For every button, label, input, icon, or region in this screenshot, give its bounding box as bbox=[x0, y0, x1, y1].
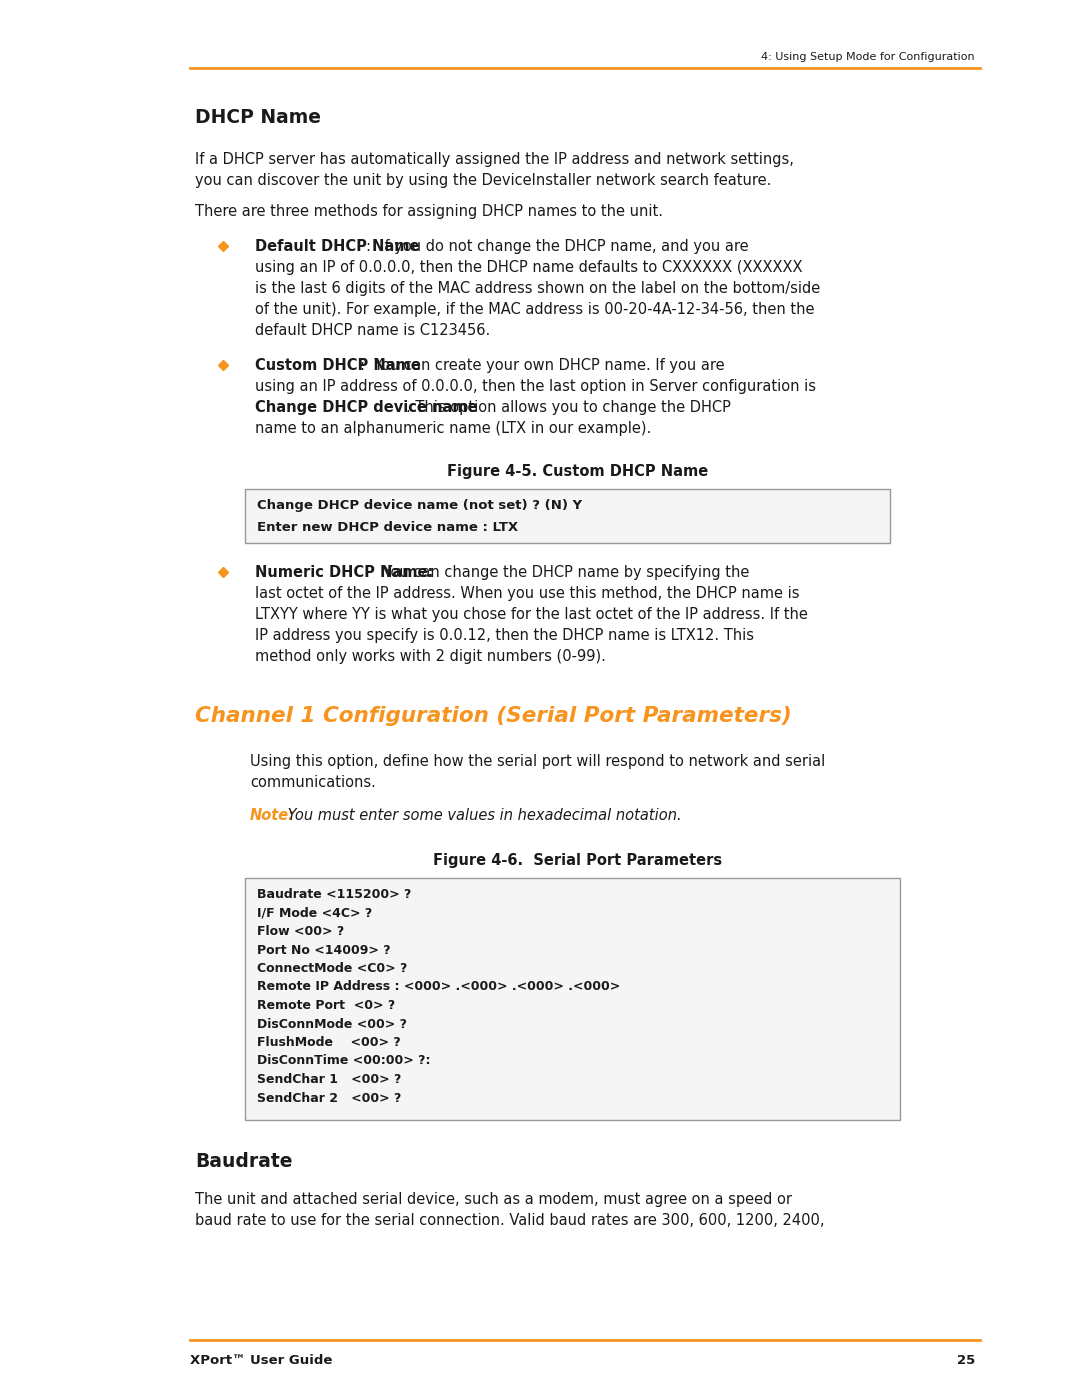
Text: of the unit). For example, if the MAC address is 00-20-4A-12-34-56, then the: of the unit). For example, if the MAC ad… bbox=[255, 302, 814, 317]
Text: baud rate to use for the serial connection. Valid baud rates are 300, 600, 1200,: baud rate to use for the serial connecti… bbox=[195, 1213, 824, 1228]
Text: last octet of the IP address. When you use this method, the DHCP name is: last octet of the IP address. When you u… bbox=[255, 585, 799, 601]
Text: DisConnMode <00> ?: DisConnMode <00> ? bbox=[257, 1017, 407, 1031]
Text: method only works with 2 digit numbers (0-99).: method only works with 2 digit numbers (… bbox=[255, 650, 606, 664]
Text: Note:: Note: bbox=[249, 807, 295, 823]
Text: ConnectMode <C0> ?: ConnectMode <C0> ? bbox=[257, 963, 407, 975]
Text: There are three methods for assigning DHCP names to the unit.: There are three methods for assigning DH… bbox=[195, 204, 663, 219]
FancyBboxPatch shape bbox=[245, 877, 900, 1120]
Text: XPort™ User Guide: XPort™ User Guide bbox=[190, 1354, 333, 1368]
Text: Custom DHCP Name: Custom DHCP Name bbox=[255, 358, 421, 373]
Text: SendChar 1   <00> ?: SendChar 1 <00> ? bbox=[257, 1073, 402, 1085]
Text: Baudrate: Baudrate bbox=[195, 1153, 293, 1171]
Text: You can change the DHCP name by specifying the: You can change the DHCP name by specifyi… bbox=[379, 564, 750, 580]
Text: using an IP of 0.0.0.0, then the DHCP name defaults to CXXXXXX (XXXXXX: using an IP of 0.0.0.0, then the DHCP na… bbox=[255, 260, 802, 275]
Text: Numeric DHCP Name:: Numeric DHCP Name: bbox=[255, 564, 438, 580]
Text: Figure 4-6.  Serial Port Parameters: Figure 4-6. Serial Port Parameters bbox=[433, 854, 723, 868]
Text: 4: Using Setup Mode for Configuration: 4: Using Setup Mode for Configuration bbox=[761, 52, 975, 61]
Text: communications.: communications. bbox=[249, 775, 376, 789]
Text: name to an alphanumeric name (LTX in our example).: name to an alphanumeric name (LTX in our… bbox=[255, 420, 651, 436]
Text: The unit and attached serial device, such as a modem, must agree on a speed or: The unit and attached serial device, suc… bbox=[195, 1192, 792, 1207]
Text: :  If you do not change the DHCP name, and you are: : If you do not change the DHCP name, an… bbox=[366, 239, 748, 254]
Text: Figure 4-5. Custom DHCP Name: Figure 4-5. Custom DHCP Name bbox=[447, 464, 708, 479]
Text: you can discover the unit by using the DeviceInstaller network search feature.: you can discover the unit by using the D… bbox=[195, 173, 771, 189]
Text: 25: 25 bbox=[957, 1354, 975, 1368]
Text: IP address you specify is 0.0.12, then the DHCP name is LTX12. This: IP address you specify is 0.0.12, then t… bbox=[255, 629, 754, 643]
Text: FlushMode    <00> ?: FlushMode <00> ? bbox=[257, 1037, 401, 1049]
Text: I/F Mode <4C> ?: I/F Mode <4C> ? bbox=[257, 907, 373, 919]
Text: If a DHCP server has automatically assigned the IP address and network settings,: If a DHCP server has automatically assig… bbox=[195, 152, 794, 168]
Text: LTXYY where YY is what you chose for the last octet of the IP address. If the: LTXYY where YY is what you chose for the… bbox=[255, 608, 808, 622]
Text: DHCP Name: DHCP Name bbox=[195, 108, 321, 127]
Text: Flow <00> ?: Flow <00> ? bbox=[257, 925, 345, 937]
Text: Change DHCP device name (not set) ? (N) Y: Change DHCP device name (not set) ? (N) … bbox=[257, 499, 582, 511]
FancyBboxPatch shape bbox=[245, 489, 890, 543]
Text: Default DHCP Name: Default DHCP Name bbox=[255, 239, 419, 254]
Text: Port No <14009> ?: Port No <14009> ? bbox=[257, 943, 391, 957]
Text: Remote IP Address : <000> .<000> .<000> .<000>: Remote IP Address : <000> .<000> .<000> … bbox=[257, 981, 620, 993]
Text: is the last 6 digits of the MAC address shown on the label on the bottom/side: is the last 6 digits of the MAC address … bbox=[255, 281, 820, 296]
Text: . This option allows you to change the DHCP: . This option allows you to change the D… bbox=[406, 400, 730, 415]
Text: Enter new DHCP device name : LTX: Enter new DHCP device name : LTX bbox=[257, 521, 518, 534]
Text: SendChar 2   <00> ?: SendChar 2 <00> ? bbox=[257, 1091, 402, 1105]
Text: You must enter some values in hexadecimal notation.: You must enter some values in hexadecima… bbox=[283, 807, 681, 823]
Text: default DHCP name is C123456.: default DHCP name is C123456. bbox=[255, 323, 490, 338]
Text: using an IP address of 0.0.0.0, then the last option in Server configuration is: using an IP address of 0.0.0.0, then the… bbox=[255, 379, 816, 394]
Text: DisConnTime <00:00> ?:: DisConnTime <00:00> ?: bbox=[257, 1055, 431, 1067]
Text: Remote Port  <0> ?: Remote Port <0> ? bbox=[257, 999, 395, 1011]
Text: Baudrate <115200> ?: Baudrate <115200> ? bbox=[257, 888, 411, 901]
Text: :  You can create your own DHCP name. If you are: : You can create your own DHCP name. If … bbox=[360, 358, 725, 373]
Text: Using this option, define how the serial port will respond to network and serial: Using this option, define how the serial… bbox=[249, 754, 825, 768]
Text: Change DHCP device name: Change DHCP device name bbox=[255, 400, 477, 415]
Text: Channel 1 Configuration (Serial Port Parameters): Channel 1 Configuration (Serial Port Par… bbox=[195, 705, 792, 726]
